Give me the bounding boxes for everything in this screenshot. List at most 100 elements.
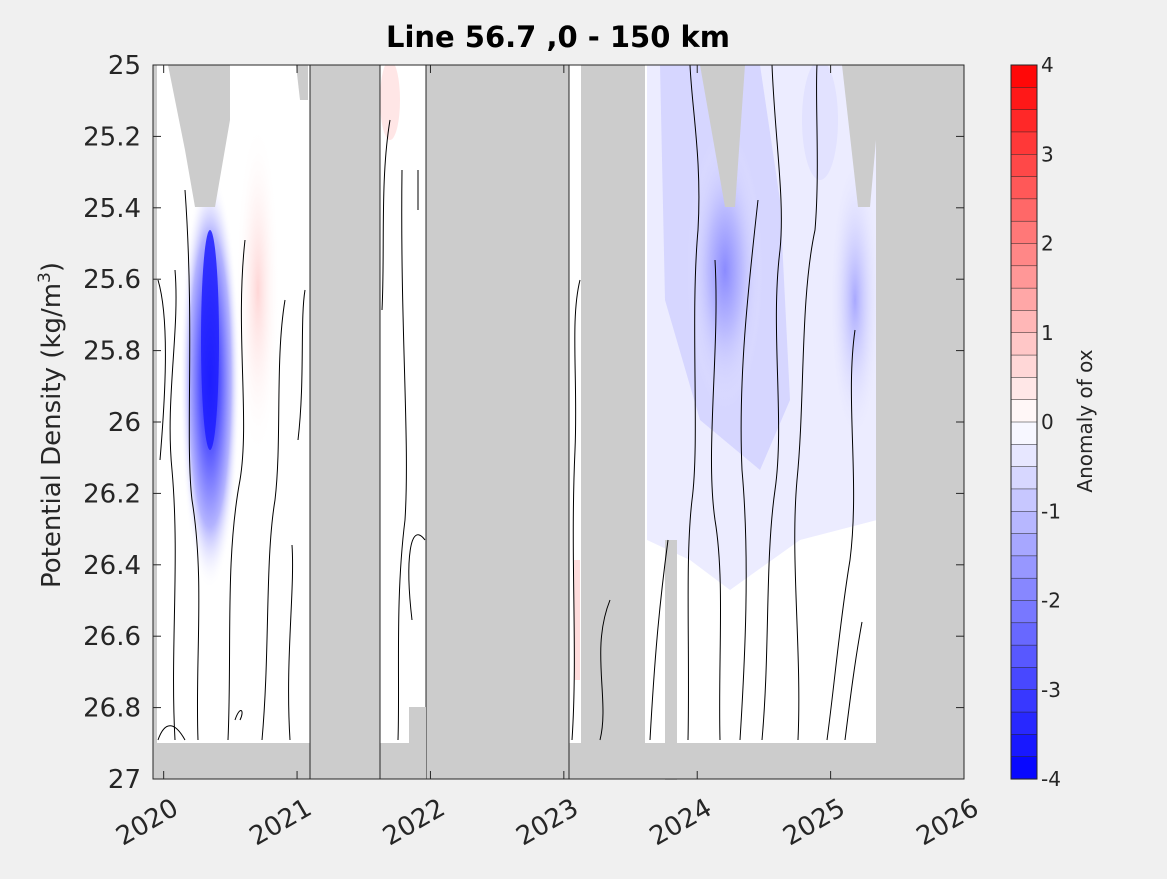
colorbar-swatch [1010, 265, 1038, 289]
contour-line [157, 725, 186, 741]
contour-line [169, 269, 177, 741]
contour-line [408, 534, 426, 621]
no-data-right [842, 65, 964, 779]
y-tick-label: 26.4 [83, 551, 141, 581]
x-tick-label: 2026 [912, 793, 984, 852]
x-tick-label: 2024 [645, 793, 717, 852]
y-tick-label: 25.4 [83, 194, 141, 224]
colorbar-tick-label: 4 [1041, 53, 1054, 77]
y-axis-label-superscript: 3 [35, 272, 55, 283]
contour-line [297, 289, 306, 441]
y-tick-label: 26.6 [83, 622, 141, 652]
y-axis-label-text: Potential Density (kg/m [37, 283, 67, 588]
colorbar-tick-label: 1 [1041, 321, 1054, 345]
contour-line [826, 329, 856, 741]
contour-line [739, 199, 759, 741]
contour-line [794, 65, 818, 741]
colorbar-tick-label: -2 [1041, 589, 1061, 613]
colorbar-tick-label: 0 [1041, 410, 1054, 434]
contour-line [397, 169, 407, 741]
colorbar-swatch [1010, 466, 1038, 490]
colorbar-swatch [1010, 332, 1038, 356]
x-tick-label: 2025 [778, 793, 850, 852]
colorbar-swatch [1010, 220, 1038, 245]
colorbar-tick-label: 3 [1041, 142, 1054, 166]
y-tick-label: 25.6 [83, 265, 141, 295]
y-tick-label: 25 [108, 51, 141, 81]
no-data-gap-2022 [425, 64, 570, 780]
y-tick-label: 25.2 [83, 122, 141, 152]
x-tick-label: 2022 [378, 793, 450, 852]
contour-line [184, 189, 200, 741]
anomaly-weak-positive [236, 120, 280, 460]
no-data-2021-bottom [409, 707, 426, 779]
colorbar-swatch [1010, 377, 1038, 401]
colorbar-swatch [1010, 511, 1038, 535]
colorbar-swatch [1010, 756, 1038, 780]
contour-line [227, 239, 246, 741]
weak-negative-2025 [802, 65, 838, 180]
no-data-masks [153, 64, 964, 780]
y-tick-label: 25.8 [83, 337, 141, 367]
weak-positive-2021 [380, 65, 400, 140]
colorbar-swatch [1010, 154, 1038, 178]
colorbar-swatch [1010, 577, 1038, 602]
contour-line [599, 599, 611, 741]
x-tick-label: 2020 [111, 793, 183, 852]
anomaly-weak-negative [830, 160, 880, 440]
colorbar-swatch [1010, 622, 1038, 646]
no-data-gap-2021 [309, 64, 381, 780]
y-axis: 25 25.2 25.4 25.6 25.8 26 26.2 26.4 26.6 26.8 27 [83, 51, 964, 795]
y-tick-label: 27 [108, 765, 141, 795]
colorbar-swatch [1010, 176, 1038, 200]
colorbar-swatch [1010, 243, 1038, 267]
colorbar-swatch [1010, 533, 1038, 557]
colorbar-swatch [1010, 131, 1038, 155]
contour-line [687, 65, 700, 741]
colorbar-tick-label: -3 [1041, 678, 1061, 702]
contour-line [844, 621, 863, 741]
contour-line [381, 119, 391, 311]
anomaly-field [180, 65, 880, 680]
colorbar-swatch [1010, 711, 1038, 735]
weak-positive-2023 [574, 560, 580, 680]
chart-title: Line 56.7 ,0 - 150 km [386, 20, 730, 54]
colorbar-tick-label: -1 [1041, 499, 1061, 523]
colorbar-swatch [1010, 287, 1038, 311]
no-data-top-2021 [296, 65, 308, 100]
colorbar-swatch [1010, 87, 1038, 111]
contour-line [261, 299, 286, 741]
colorbar-frame [1010, 64, 1038, 780]
contour-lines [157, 65, 863, 741]
x-tick-label: 2021 [245, 793, 317, 852]
contour-line [234, 710, 243, 721]
x-tick-label: 2023 [511, 793, 583, 852]
no-data-gap-2023 [581, 65, 645, 779]
contour-line [711, 259, 722, 741]
colorbar-swatch [1010, 354, 1038, 378]
no-data-2023-strip [665, 540, 677, 780]
no-data-wedge-2020 [168, 65, 230, 207]
contour-line [288, 544, 294, 741]
y-axis-label-suffix: ) [37, 262, 67, 272]
colorbar-tick-label: -4 [1041, 767, 1061, 791]
contour-line [649, 539, 669, 741]
y-tick-label: 26.2 [83, 479, 141, 509]
y-tick-label: 26.8 [83, 694, 141, 724]
colorbar-swatch [1010, 689, 1038, 713]
y-axis-label: Potential Density (kg/m3) [35, 262, 67, 588]
colorbar-swatch [1010, 444, 1038, 468]
contour-line [571, 279, 581, 741]
no-data-top-2024 [700, 65, 745, 207]
colorbar-label: Anomaly of ox [1073, 349, 1097, 492]
colorbar-swatch [1010, 198, 1038, 222]
colorbar-swatch [1010, 734, 1038, 758]
y-tick-label: 26 [108, 408, 141, 438]
colorbar-swatch [1010, 667, 1038, 691]
contour-line [761, 65, 782, 741]
contour-line [157, 279, 166, 461]
colorbar-tick-label: 2 [1041, 232, 1054, 256]
colorbar-swatch [1010, 600, 1038, 624]
